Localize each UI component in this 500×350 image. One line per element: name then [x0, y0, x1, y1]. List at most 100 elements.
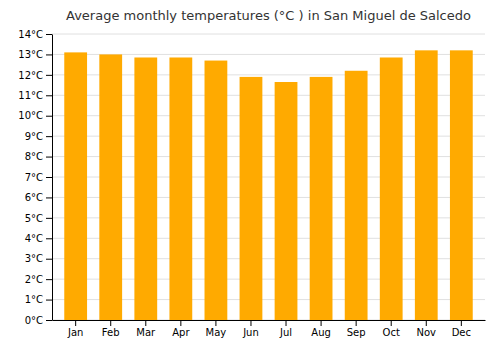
x-tick: Sep — [347, 320, 366, 338]
y-tick: 11°C — [18, 90, 52, 101]
x-tick-label: May — [206, 327, 227, 338]
x-tick-label: Nov — [417, 327, 437, 338]
y-tick-label: 9°C — [25, 131, 43, 142]
y-tick-label: 12°C — [18, 70, 43, 81]
y-tick-label: 10°C — [18, 110, 43, 121]
x-tick-label: Jul — [279, 327, 292, 338]
y-tick-mark — [46, 259, 52, 260]
y-tick-label: 13°C — [18, 49, 43, 60]
x-tick: Jan — [67, 320, 83, 338]
y-tick-mark — [46, 157, 52, 158]
bar — [310, 77, 333, 320]
y-tick: 10°C — [18, 110, 52, 121]
y-tick-label: 6°C — [25, 192, 43, 203]
x-axis-line — [53, 320, 486, 321]
x-tick-mark — [286, 320, 287, 326]
x-tick-mark — [215, 320, 216, 326]
y-tick-label: 3°C — [25, 253, 43, 264]
y-tick-label: 11°C — [18, 90, 43, 101]
y-tick: 9°C — [25, 131, 52, 142]
title: Average monthly temperatures (°C ) in Sa… — [66, 8, 471, 23]
bar — [134, 57, 157, 320]
y-tick-label: 8°C — [25, 151, 43, 162]
y-tick-mark — [46, 136, 52, 137]
x-tick-label: Jan — [67, 327, 83, 338]
y-axis: 0°C 1°C 2°C 3°C 4°C 5°C 6°C 7°C 8°C 9°C 10°C 11°C 12… — [18, 29, 52, 326]
x-tick-mark — [75, 320, 76, 326]
x-tick: Jun — [242, 320, 259, 338]
x-tick-label: Jun — [242, 327, 259, 338]
y-tick: 14°C — [18, 29, 52, 40]
y-tick: 3°C — [25, 253, 52, 264]
bar — [205, 61, 228, 320]
bar — [275, 82, 298, 320]
x-tick-label: Oct — [383, 327, 400, 338]
y-tick: 0°C — [25, 315, 52, 326]
y-tick-mark — [46, 218, 52, 219]
y-tick: 4°C — [25, 233, 52, 244]
y-tick-mark — [46, 279, 52, 280]
x-tick-mark — [356, 320, 357, 326]
grid-line — [52, 34, 485, 35]
x-tick-mark — [250, 320, 251, 326]
y-tick: 8°C — [25, 151, 52, 162]
y-tick-label: 14°C — [18, 29, 43, 40]
y-tick-mark — [46, 54, 52, 55]
x-tick-mark — [461, 320, 462, 326]
x-tick-label: Sep — [347, 327, 366, 338]
y-tick-label: 4°C — [25, 233, 43, 244]
x-tick-label: Dec — [452, 327, 471, 338]
x-tick: Dec — [452, 320, 471, 338]
x-tick: Aug — [311, 320, 331, 338]
chart-container: Average monthly temperatures (°C ) in Sa… — [0, 0, 500, 350]
x-tick-mark — [426, 320, 427, 326]
bar — [415, 50, 438, 320]
y-tick-label: 2°C — [25, 274, 43, 285]
x-tick-mark — [321, 320, 322, 326]
bar — [64, 52, 87, 320]
y-tick: 12°C — [18, 70, 52, 81]
y-tick-mark — [46, 177, 52, 178]
y-tick-mark — [46, 75, 52, 76]
x-tick-label: Apr — [172, 327, 190, 338]
bar — [169, 57, 192, 320]
x-tick: May — [206, 320, 227, 338]
y-tick: 7°C — [25, 172, 52, 183]
grid — [52, 34, 485, 320]
x-tick-mark — [145, 320, 146, 326]
y-tick: 1°C — [25, 294, 52, 305]
chart: Average monthly temperatures (°C ) in Sa… — [0, 0, 500, 350]
bars — [64, 50, 472, 320]
bar — [345, 71, 368, 320]
y-tick-label: 7°C — [25, 172, 43, 183]
x-tick-mark — [180, 320, 181, 326]
x-tick-label: Mar — [136, 327, 156, 338]
y-tick-mark — [46, 320, 52, 321]
x-tick: Mar — [136, 320, 156, 338]
x-tick: Apr — [172, 320, 190, 338]
x-tick: Jul — [279, 320, 292, 338]
y-tick: 5°C — [25, 213, 52, 224]
x-tick: Feb — [102, 320, 120, 338]
x-tick: Nov — [417, 320, 437, 338]
y-tick-mark — [46, 95, 52, 96]
x-axis: Jan Feb Mar Apr May Jun Jul Aug Sep Oct Nov Dec — [53, 320, 486, 338]
y-tick: 6°C — [25, 192, 52, 203]
x-tick-mark — [110, 320, 111, 326]
x-tick-mark — [391, 320, 392, 326]
y-tick-mark — [46, 34, 52, 35]
bar — [99, 54, 122, 320]
y-tick: 13°C — [18, 49, 52, 60]
y-tick-mark — [46, 116, 52, 117]
x-tick: Oct — [383, 320, 400, 338]
x-tick-label: Aug — [311, 327, 331, 338]
y-tick-mark — [46, 238, 52, 239]
y-tick-label: 1°C — [25, 294, 43, 305]
bar — [380, 57, 403, 320]
y-tick: 2°C — [25, 274, 52, 285]
y-axis-line — [52, 35, 53, 321]
y-tick-label: 0°C — [25, 315, 43, 326]
y-tick-label: 5°C — [25, 213, 43, 224]
y-tick-mark — [46, 197, 52, 198]
bar — [240, 77, 263, 320]
